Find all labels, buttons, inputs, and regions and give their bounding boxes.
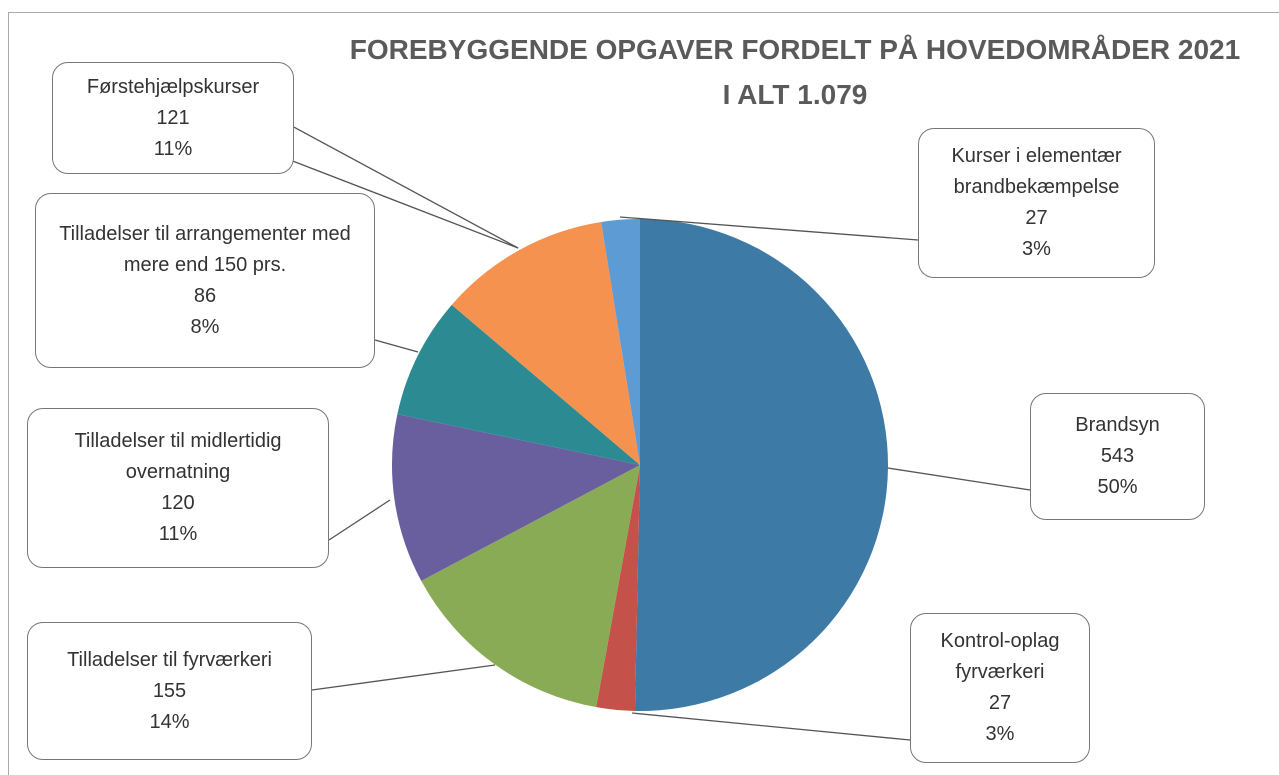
value-label: 27 <box>1025 207 1048 229</box>
percent-label: 3% <box>1022 238 1051 260</box>
chart-frame <box>8 12 1279 775</box>
data-label: Førstehjælpskurser 121 11% <box>52 62 294 174</box>
pie-slice <box>601 219 640 465</box>
data-label: Brandsyn 543 50% <box>1030 393 1205 520</box>
data-label: Kurser i elementær brandbekæmpelse 27 3% <box>918 128 1155 278</box>
category-label: Kontrol-oplag fyrværkeri <box>940 630 1060 683</box>
category-label: Tilladelser til arrangementer med mere e… <box>59 222 351 276</box>
percent-label: 50% <box>1097 476 1138 498</box>
category-label: Tilladelser til fyrværkeri <box>67 648 272 671</box>
category-label: Kurser i elementær brandbekæmpelse <box>951 145 1122 198</box>
value-label: 86 <box>193 284 217 307</box>
value-label: 120 <box>161 492 195 514</box>
pie-slice <box>391 414 640 581</box>
pie-slice <box>397 304 640 465</box>
leader-line <box>887 467 1031 491</box>
percent-label: 11% <box>153 137 193 160</box>
value-label: 543 <box>1100 445 1135 467</box>
leader-line <box>619 216 919 241</box>
value-label: 155 <box>152 679 187 702</box>
pie-slice <box>596 465 640 711</box>
data-label: Kontrol-oplag fyrværkeri 27 3% <box>910 613 1090 763</box>
percent-label: 11% <box>158 523 198 545</box>
pie-slice <box>421 465 640 708</box>
leader-line <box>289 159 519 249</box>
category-label: Brandsyn <box>1075 414 1160 436</box>
percent-label: 14% <box>149 710 190 733</box>
leader-line <box>328 499 391 541</box>
data-label: Tilladelser til fyrværkeri 155 14% <box>27 622 312 760</box>
chart-subtitle: I ALT 1.079 <box>722 79 868 110</box>
leader-line <box>374 339 419 353</box>
pie-slice <box>451 222 640 465</box>
leader-line <box>289 124 519 249</box>
leader-line <box>311 664 496 691</box>
data-label: Tilladelser til midlertidig overnatning 1… <box>27 408 329 568</box>
percent-label: 3% <box>985 723 1015 745</box>
percent-label: 8% <box>190 315 220 338</box>
leader-line <box>631 712 911 741</box>
pie-slice <box>634 219 889 712</box>
category-label: Førstehjælpskurser <box>86 75 260 98</box>
value-label: 27 <box>988 692 1012 714</box>
chart-title: FOREBYGGENDE OPGAVER FORDELT PÅ HOVEDOMR… <box>349 34 1241 65</box>
value-label: 121 <box>156 106 190 129</box>
category-label: Tilladelser til midlertidig overnatning <box>74 430 282 483</box>
data-label: Tilladelser til arrangementer med mere e… <box>35 193 375 368</box>
